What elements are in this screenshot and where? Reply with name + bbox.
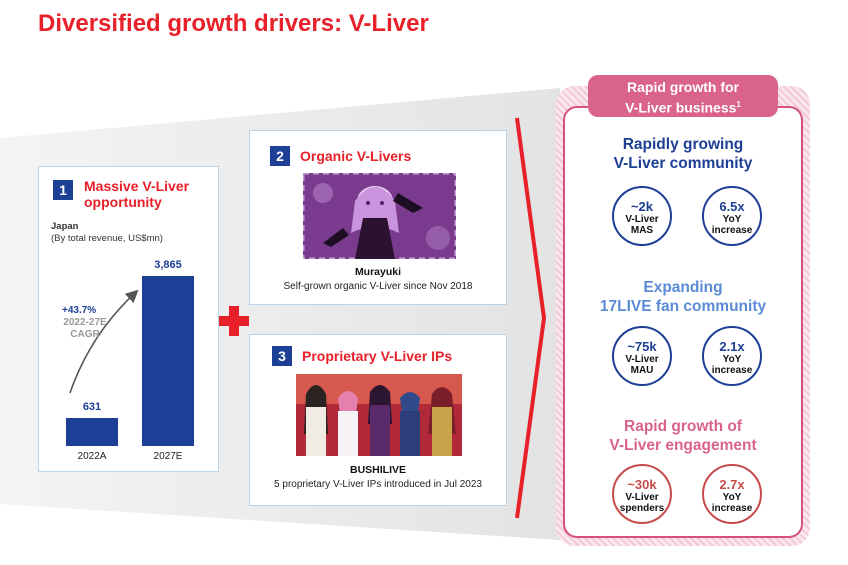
metric-yoy-1: 6.5x YoY increase [702,186,762,246]
card3-caption: 5 proprietary V-Liver IPs introduced in … [274,479,482,490]
section1-title-line2: V-Liver community [613,155,753,172]
metric-value: 2.7x [719,477,745,492]
vliver-business-panel [563,106,803,538]
card2-title: Organic V-Livers [300,148,412,164]
card1-unit-note: (By total revenue, US$mn) [51,233,163,244]
metric-value: ~75k [627,339,657,354]
metric-label2: MAU [630,365,654,376]
bar-value-label: 631 [82,401,102,414]
metric-label2: increase [711,365,753,376]
murayuki-image [303,173,456,259]
metric-vliver-mas: ~2k V-Liver MAS [612,186,672,246]
cagr-period: 2022-27E [63,317,107,328]
card3-title: Proprietary V-Liver IPs [302,348,453,364]
card3-caption-name: BUSHILIVE [349,464,406,476]
panel-badge: Rapid growth for V-Liver business1 [588,75,778,117]
page-title: Diversified growth drivers: V-Liver [38,10,429,37]
card2-caption: Self-grown organic V-Liver since Nov 201… [283,281,473,292]
bar-2027E [142,276,194,446]
card1-title-line1: Massive V-Liver [84,178,190,194]
section3-title-line2: V-Liver engagement [609,437,757,454]
metric-label2: MAS [630,225,654,236]
metric-value: ~30k [627,477,657,492]
card1-title-line2: opportunity [84,194,162,210]
metric-value: 2.1x [719,339,745,354]
card1-region: Japan [51,221,79,232]
badge-line1: Rapid growth for [627,79,739,95]
card2-caption-name: Murayuki [354,266,402,278]
metric-vliver-spenders: ~30k V-Liver spenders [612,464,672,524]
growth-arrow [69,289,139,394]
badge-footnote: 1 [736,100,741,109]
bar-value-label: 3,865 [154,259,182,271]
metric-label1: YoY [722,354,742,365]
metric-label2: increase [711,225,753,236]
metric-label2: increase [711,503,753,514]
card1-number: 1 [53,180,73,200]
card2-number: 2 [270,146,290,166]
metric-yoy-2: 2.1x YoY increase [702,326,762,386]
metric-label1: V-Liver [625,354,659,365]
section2-title-line2: 17LIVE fan community [599,298,767,315]
cagr-value: +43.7% [62,305,97,316]
card3-number: 3 [272,346,292,366]
bar-2022A [66,418,118,446]
cagr-label: CAGR [70,329,100,340]
metric-value: 6.5x [719,199,745,214]
metric-label1: V-Liver [625,214,659,225]
metric-label1: YoY [722,214,742,225]
section1-title-line1: Rapidly growing [622,136,744,153]
metric-label2: spenders [619,503,665,514]
bar-category-label: 2027E [153,451,183,462]
plus-icon [219,306,249,336]
metric-value: ~2k [630,199,654,214]
chevron-divider [515,117,547,519]
section3-title-line1: Rapid growth of [624,418,742,435]
metric-label1: V-Liver [625,492,659,503]
metric-yoy-3: 2.7x YoY increase [702,464,762,524]
badge-line2: V-Liver business [625,99,737,116]
metric-vliver-mau: ~75k V-Liver MAU [612,326,672,386]
metric-label1: YoY [722,492,742,503]
bar-category-label: 2022A [77,451,107,462]
bushilive-image [296,374,462,456]
section2-title-line1: Expanding [643,279,723,296]
